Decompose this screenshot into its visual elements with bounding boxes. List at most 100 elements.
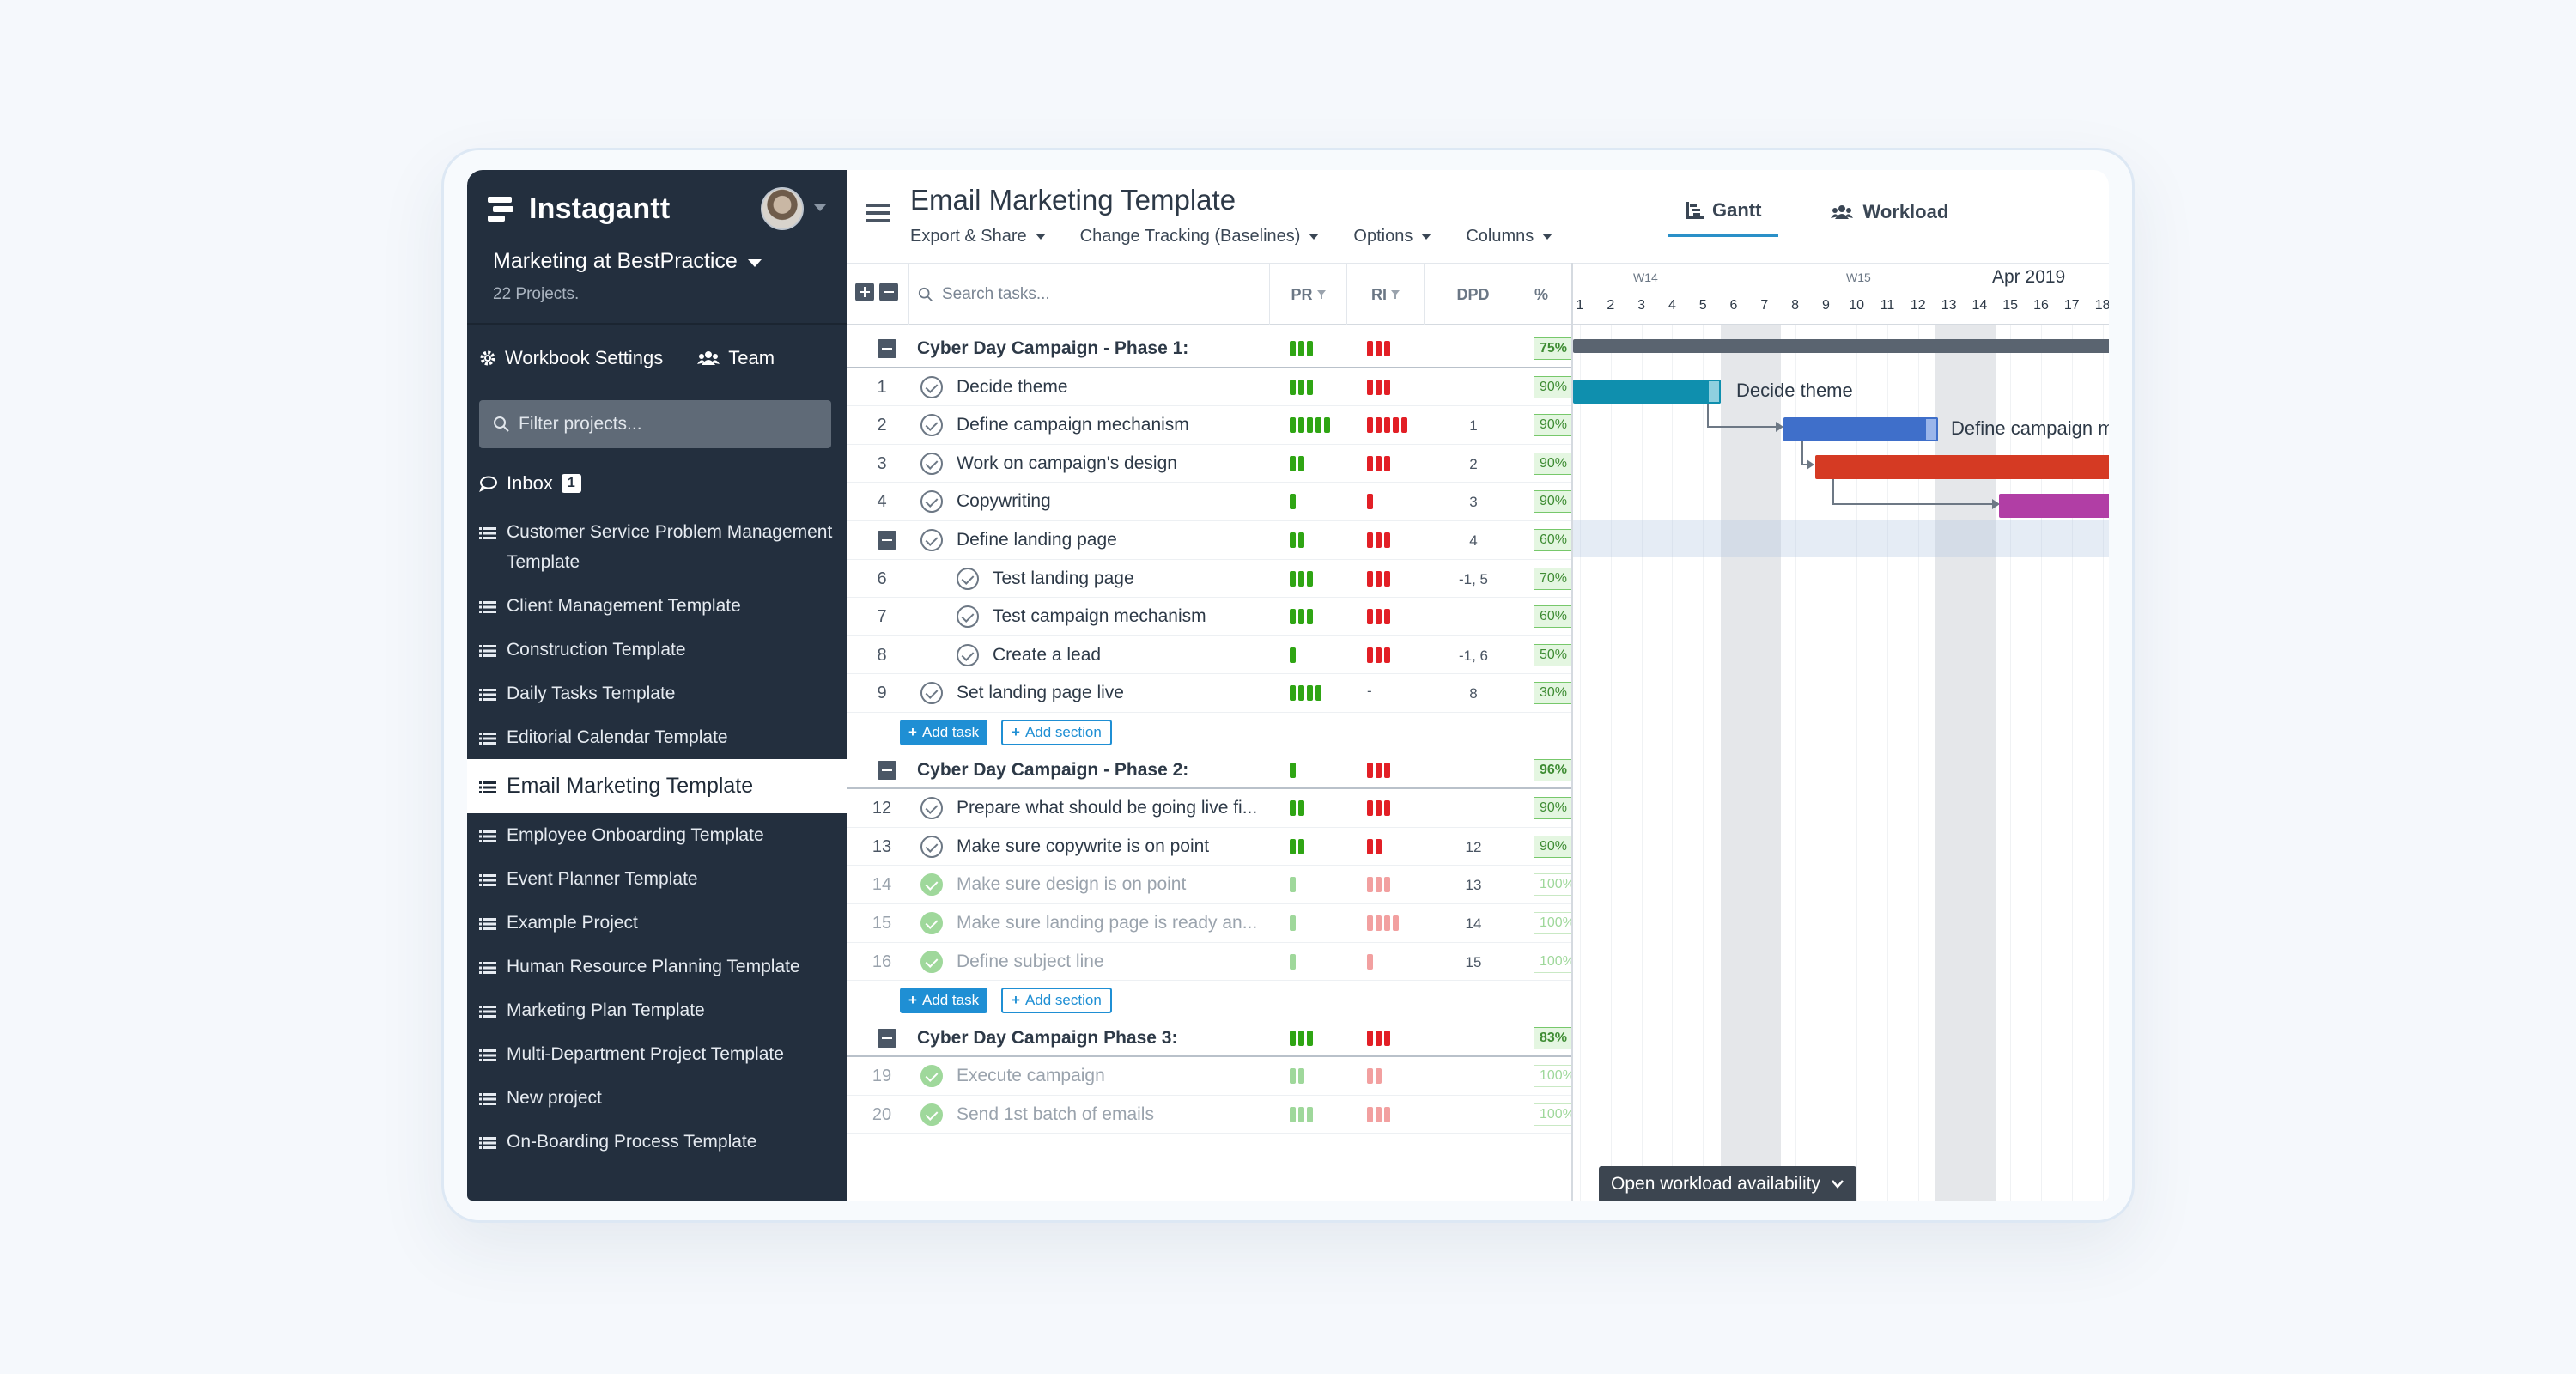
add-section-button[interactable]: + Add section <box>1001 988 1112 1014</box>
sidebar-project-item[interactable]: Email Marketing Template <box>467 759 847 813</box>
progress-badge[interactable]: 100% <box>1534 950 1571 973</box>
task-search-input[interactable] <box>942 285 1251 304</box>
task-bar-work-on-design[interactable] <box>1815 455 2109 479</box>
task-name[interactable]: Decide theme <box>957 376 1068 397</box>
dependency-value[interactable]: 3 <box>1469 494 1478 511</box>
avatar[interactable] <box>761 187 804 230</box>
section-row[interactable]: Cyber Day Campaign - Phase 1: 75% <box>847 330 1571 368</box>
table-row[interactable]: 1 Decide theme 90% <box>847 368 1571 407</box>
progress-badge[interactable]: 90% <box>1534 835 1571 858</box>
risk-indicator[interactable] <box>1367 915 1399 931</box>
toolbar-menu-item[interactable]: Columns <box>1466 227 1553 246</box>
resize-handle[interactable] <box>1924 417 1938 441</box>
risk-indicator[interactable] <box>1367 494 1373 510</box>
workbook-selector[interactable]: Marketing at BestPractice <box>493 249 762 274</box>
complete-checkbox[interactable] <box>920 873 943 897</box>
task-name[interactable]: Send 1st batch of emails <box>957 1103 1154 1124</box>
dependency-value[interactable]: 8 <box>1469 685 1478 702</box>
toolbar-menu-item[interactable]: Change Tracking (Baselines) <box>1080 227 1320 246</box>
progress-badge[interactable]: 90% <box>1534 375 1571 398</box>
risk-indicator[interactable] <box>1367 647 1390 663</box>
risk-indicator[interactable] <box>1367 609 1390 625</box>
column-header-percent[interactable]: % <box>1522 264 1571 325</box>
complete-checkbox[interactable] <box>957 643 979 666</box>
complete-checkbox[interactable] <box>920 1103 943 1126</box>
progress-badge[interactable]: 30% <box>1534 682 1571 705</box>
risk-indicator[interactable] <box>1367 532 1390 548</box>
table-row[interactable]: 13 Make sure copywrite is on point 12 90% <box>847 828 1571 866</box>
resize-handle[interactable] <box>1707 380 1721 404</box>
table-row[interactable]: 6 Test landing page -1, 5 70% <box>847 560 1571 599</box>
open-workload-availability-button[interactable]: Open workload availability <box>1599 1166 1856 1201</box>
priority-indicator[interactable] <box>1290 877 1296 893</box>
priority-indicator[interactable] <box>1290 915 1296 931</box>
progress-badge[interactable]: 90% <box>1534 797 1571 820</box>
inbox-link[interactable]: Inbox 1 <box>479 472 581 495</box>
dependency-value[interactable]: -1, 5 <box>1458 570 1489 587</box>
priority-indicator[interactable] <box>1290 532 1304 548</box>
section-row[interactable]: Cyber Day Campaign Phase 3: 83% <box>847 1019 1571 1058</box>
priority-indicator[interactable] <box>1290 609 1313 625</box>
risk-indicator[interactable] <box>1367 800 1390 817</box>
toolbar-menu-item[interactable]: Export & Share <box>910 227 1046 246</box>
tab-gantt[interactable]: Gantt <box>1668 199 1779 237</box>
column-header-dpd[interactable]: DPD <box>1424 264 1522 325</box>
task-name[interactable]: Test landing page <box>993 568 1134 588</box>
complete-checkbox[interactable] <box>920 797 943 820</box>
priority-indicator[interactable] <box>1290 455 1304 471</box>
priority-indicator[interactable] <box>1290 417 1330 434</box>
complete-checkbox[interactable] <box>920 835 943 858</box>
section-summary-bar[interactable] <box>1573 339 2109 353</box>
sidebar-project-item[interactable]: Employee Onboarding Template <box>467 813 847 857</box>
sidebar-project-item[interactable]: Multi-Department Project Template <box>467 1032 847 1076</box>
table-row[interactable]: Define landing page 4 60% <box>847 521 1571 560</box>
priority-indicator[interactable] <box>1290 800 1304 817</box>
table-row[interactable]: 19 Execute campaign 100% <box>847 1057 1571 1096</box>
progress-badge[interactable]: 60% <box>1534 528 1571 551</box>
table-row[interactable]: 15 Make sure landing page is ready an... 1… <box>847 904 1571 943</box>
collapse-section-icon[interactable] <box>878 1028 896 1048</box>
sidebar-project-item[interactable]: Event Planner Template <box>467 857 847 901</box>
add-task-button[interactable]: + Add task <box>900 988 988 1014</box>
sidebar-project-item[interactable]: Human Resource Planning Template <box>467 945 847 988</box>
sidebar-project-item[interactable]: New project <box>467 1076 847 1120</box>
complete-checkbox[interactable] <box>920 682 943 705</box>
task-name[interactable]: Define subject line <box>957 951 1104 971</box>
logo[interactable]: Instagantt <box>486 192 670 226</box>
sidebar-project-item[interactable]: Daily Tasks Template <box>467 672 847 715</box>
collapse-all-icon[interactable] <box>879 283 898 301</box>
priority-indicator[interactable] <box>1290 685 1321 702</box>
dependency-value[interactable]: 13 <box>1465 877 1482 894</box>
table-row[interactable]: 2 Define campaign mechanism 1 90% <box>847 406 1571 445</box>
table-row[interactable]: 14 Make sure design is on point 13 100% <box>847 866 1571 904</box>
progress-badge[interactable]: 100% <box>1534 911 1571 934</box>
task-bar-define-campaign-mechanism[interactable] <box>1783 417 1938 441</box>
progress-badge[interactable]: 60% <box>1534 605 1571 629</box>
table-row[interactable]: 16 Define subject line 15 100% <box>847 943 1571 982</box>
risk-indicator[interactable] <box>1367 838 1382 854</box>
toolbar-menu-item[interactable]: Options <box>1353 227 1432 246</box>
team-link[interactable]: Team <box>697 347 775 369</box>
risk-indicator[interactable] <box>1367 455 1390 471</box>
add-section-button[interactable]: + Add section <box>1001 719 1112 745</box>
task-name[interactable]: Copywriting <box>957 491 1051 512</box>
risk-indicator[interactable] <box>1367 1068 1382 1085</box>
priority-indicator[interactable] <box>1290 1106 1313 1122</box>
sidebar-project-item[interactable]: Example Project <box>467 901 847 945</box>
table-row[interactable]: 9 Set landing page live - 8 30% <box>847 674 1571 713</box>
dependency-value[interactable]: -1, 6 <box>1458 647 1489 664</box>
column-header-pr[interactable]: PR <box>1269 264 1346 325</box>
risk-indicator[interactable] <box>1367 877 1390 893</box>
complete-checkbox[interactable] <box>920 528 943 551</box>
progress-badge[interactable]: 90% <box>1534 490 1571 514</box>
progress-badge[interactable]: 90% <box>1534 452 1571 475</box>
dependency-value[interactable]: 15 <box>1465 953 1482 970</box>
progress-badge[interactable]: 90% <box>1534 414 1571 437</box>
risk-indicator[interactable]: - <box>1367 683 1372 700</box>
priority-indicator[interactable] <box>1290 1068 1304 1085</box>
priority-indicator[interactable] <box>1290 647 1296 663</box>
complete-checkbox[interactable] <box>957 605 979 629</box>
collapse-section-icon[interactable] <box>878 339 896 358</box>
progress-badge[interactable]: 100% <box>1534 1103 1571 1126</box>
task-name[interactable]: Set landing page live <box>957 683 1124 703</box>
